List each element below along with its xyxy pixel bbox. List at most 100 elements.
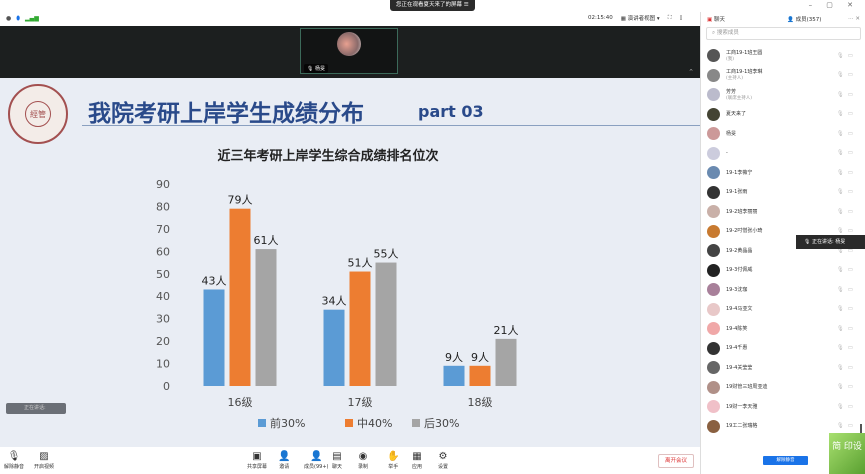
bar-0-1: [323, 309, 345, 386]
toolbar-icon: ▦: [412, 451, 422, 462]
mic-video-icons[interactable]: 🎙▭: [836, 72, 857, 78]
avatar: [707, 361, 720, 374]
member-row[interactable]: 19-4马亚文 🎙▭: [707, 300, 861, 319]
toolbar-button-9[interactable]: ⚙ 设置: [438, 451, 448, 470]
avatar: [707, 283, 720, 296]
mic-video-icons[interactable]: 🎙▭: [836, 130, 857, 137]
chart-title: 近三年考研上岸学生综合成绩排名位次: [217, 148, 438, 164]
member-row[interactable]: 19财管三班周亚迪 🎙▭: [707, 378, 861, 397]
mic-video-icons[interactable]: 🎙▭: [836, 111, 857, 117]
legend-label: 后30%: [424, 417, 459, 430]
member-row[interactable]: 19财一李天雅 🎙▭: [707, 397, 861, 416]
menu-icon[interactable]: ☰: [463, 2, 469, 8]
member-row[interactable]: 工商19-1班王圆 (我) 🎙▭: [707, 46, 861, 65]
avatar: [707, 263, 720, 277]
member-name: 19-1张雨: [726, 189, 748, 195]
leave-meeting-button[interactable]: 离开会议: [658, 454, 694, 468]
close-icon[interactable]: ⋯ ✕: [848, 16, 860, 22]
bar-2-1: [375, 262, 397, 386]
legend-swatch: [412, 419, 420, 427]
member-row[interactable]: - 🎙▭: [707, 144, 861, 163]
fullscreen-icon[interactable]: ⛶: [667, 14, 672, 21]
avatar: [707, 341, 720, 355]
member-row[interactable]: 19-3沈珈 🎙▭: [707, 280, 861, 299]
mic-video-icons[interactable]: 🎙▭: [836, 325, 857, 332]
member-name: 19-3沈珈: [726, 286, 748, 293]
member-row[interactable]: 夏天来了 🎙▭: [707, 105, 861, 124]
member-role: (我): [726, 56, 735, 62]
mic-video-icons[interactable]: 🎙▭: [836, 189, 857, 195]
collapse-icon[interactable]: ⌃: [688, 68, 694, 76]
avatar: [707, 107, 720, 121]
speaking-text: 正在讲话:: [24, 405, 46, 411]
toolbar-button-6[interactable]: ◉ 录制: [358, 451, 368, 470]
member-row[interactable]: 19-1李薇宁 🎙▭: [707, 163, 861, 182]
member-name: 19-1李薇宁: [726, 169, 753, 176]
toolbar-button-0[interactable]: 🎙 解除静音: [4, 451, 24, 470]
unmute-button[interactable]: 解除静音: [763, 456, 808, 465]
toolbar-button-8[interactable]: ▦ 应用: [412, 451, 422, 470]
mic-video-icons[interactable]: 🎙▭: [836, 423, 857, 429]
member-row[interactable]: 19-4千惠 🎙▭: [707, 339, 861, 358]
avatar: [707, 146, 720, 160]
video-name: 杨旻: [314, 66, 325, 72]
slide-part: part 03: [418, 102, 484, 121]
toolbar-button-2[interactable]: ▣ 共享屏幕: [247, 451, 267, 470]
mic-video-icons[interactable]: 🎙▭: [836, 228, 857, 234]
info-icon[interactable]: ●: [6, 15, 12, 22]
mic-video-icons[interactable]: 🎙▭: [836, 345, 857, 351]
toolbar-button-1[interactable]: ▨ 开启视频: [34, 451, 54, 470]
toolbar-label: 开启视频: [34, 464, 55, 470]
view-switch[interactable]: ▦ 演讲者视图 ▾: [620, 16, 660, 22]
member-row[interactable]: 19-4陈笑 🎙▭: [707, 319, 861, 338]
window-controls[interactable]: – ▢ ✕: [808, 1, 859, 9]
toolbar-icon: 👤: [278, 451, 291, 462]
avatar: [707, 419, 720, 433]
member-row[interactable]: 19-2班李丽丽 🎙▭: [707, 202, 861, 221]
member-row[interactable]: 19-1张雨 🎙▭: [707, 183, 861, 202]
talking-tooltip: 🎙 正在讲话: 杨旻: [796, 235, 865, 249]
toolbar-button-3[interactable]: 👤 邀请: [278, 451, 290, 470]
mic-video-icons[interactable]: 🎙▭: [836, 247, 857, 254]
legend-swatch: [258, 419, 266, 427]
user-icon: 👤: [787, 17, 794, 23]
video-tile[interactable]: 🎙 杨旻: [300, 28, 398, 74]
viewing-banner[interactable]: 您正在观看夏天来了的屏幕 ☰: [390, 0, 475, 11]
mic-video-icons[interactable]: 🎙▭: [836, 384, 857, 390]
member-row[interactable]: 19-2吋憎张小琦 🎙▭: [707, 222, 861, 241]
search-input[interactable]: ⌕ 搜索成员: [706, 27, 861, 40]
member-row[interactable]: 杨旻 🎙▭: [707, 124, 861, 143]
y-tick-label: 50: [156, 268, 170, 281]
member-row[interactable]: 芳芳 (联席主持人) 🎙▭: [707, 85, 861, 104]
scrollbar[interactable]: [860, 424, 862, 436]
mic-video-icons[interactable]: 🎙▭: [836, 403, 857, 410]
signal-icon[interactable]: ▂▄▆: [25, 15, 39, 22]
mic-video-icons[interactable]: 🎙▭: [836, 169, 857, 176]
legend-label: 中40%: [357, 417, 392, 430]
member-row[interactable]: 19-4关莹莹 🎙▭: [707, 358, 861, 377]
mic-video-icons[interactable]: 🎙▭: [836, 286, 857, 293]
shared-screen: 經管 我院考研上岸学生成绩分布 part 03 近三年考研上岸学生综合成绩排名位…: [0, 78, 700, 447]
member-row[interactable]: 19工二张瑞格 🎙▭: [707, 417, 861, 436]
mic-video-icons[interactable]: 🎙▭: [836, 267, 857, 273]
layout-icon[interactable]: ▯: [679, 15, 683, 21]
watermark-logo: 简 印设: [829, 433, 865, 474]
member-row[interactable]: 19-2黄晶晶 🎙▭: [707, 241, 861, 260]
member-row[interactable]: 工商19-1班李琳 (主持人) 🎙▭: [707, 66, 861, 85]
shield-icon[interactable]: ⬮: [16, 15, 21, 22]
toolbar-button-5[interactable]: ▤ 聊天: [332, 451, 342, 470]
mic-video-icons[interactable]: 🎙▭: [836, 150, 857, 156]
mic-video-icons[interactable]: 🎙▭: [836, 208, 857, 215]
tab-chat[interactable]: ▣ 聊天: [707, 17, 725, 23]
toolbar-button-7[interactable]: ✋ 举手: [387, 451, 399, 470]
avatar: [707, 244, 720, 257]
member-name: 19-3付佩威: [726, 267, 753, 273]
member-row[interactable]: 19-3付佩威 🎙▭: [707, 261, 861, 280]
mic-video-icons[interactable]: 🎙▭: [836, 52, 857, 59]
mic-video-icons[interactable]: 🎙▭: [836, 306, 857, 312]
tab-members[interactable]: 👤 成员(357): [787, 15, 821, 23]
toolbar-button-4[interactable]: 👤 成员(99+): [304, 451, 328, 470]
mic-video-icons[interactable]: 🎙▭: [836, 91, 857, 98]
search-placeholder: 搜索成员: [716, 30, 739, 36]
mic-video-icons[interactable]: 🎙▭: [836, 364, 857, 371]
